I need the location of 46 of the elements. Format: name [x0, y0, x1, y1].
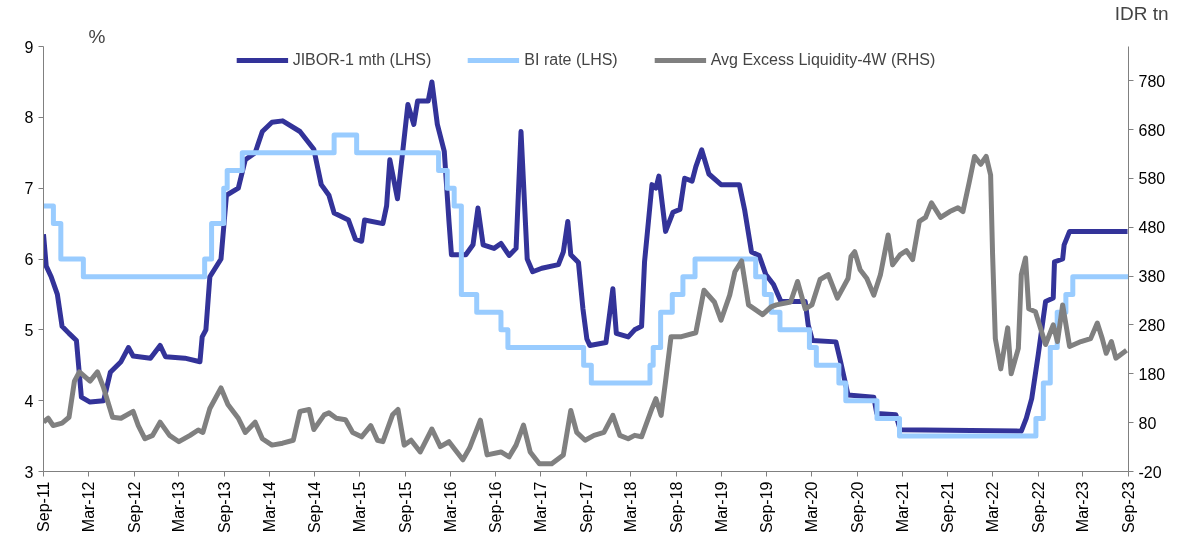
legend-label: JIBOR-1 mth (LHS)	[292, 51, 432, 69]
y-tick-label: 9	[24, 38, 34, 56]
y2-tick-label: 580	[1138, 170, 1166, 188]
x-tick-label: Sep-14	[306, 481, 324, 534]
x-tick-label: Mar-17	[532, 481, 550, 533]
x-tick-label: Sep-13	[215, 481, 233, 534]
x-tick-label: Mar-12	[80, 481, 98, 533]
x-tick-label: Sep-16	[487, 481, 505, 534]
y2-axis-title: IDR tn	[1114, 2, 1169, 24]
x-tick-label: Sep-17	[577, 481, 595, 534]
y2-tick-label: 680	[1138, 121, 1166, 139]
x-tick-label: Mar-23	[1074, 481, 1092, 533]
x-tick-label: Sep-18	[667, 481, 685, 534]
x-tick-label: Mar-20	[803, 481, 821, 533]
x-tick-label: Sep-20	[848, 481, 866, 534]
y-tick-label: 5	[24, 321, 34, 339]
x-tick-label: Sep-11	[35, 481, 52, 532]
x-tick-label: Sep-22	[1029, 481, 1047, 534]
legend-label: Avg Excess Liquidity-4W (RHS)	[710, 51, 936, 69]
y2-tick-label: 80	[1138, 414, 1157, 432]
x-tick-label: Mar-14	[260, 481, 278, 533]
y-tick-label: 3	[24, 463, 34, 481]
x-tick-label: Sep-19	[758, 481, 776, 534]
y-tick-label: 7	[24, 180, 34, 198]
y-tick-label: 6	[24, 251, 34, 268]
x-tick-label: Mar-13	[170, 481, 188, 533]
x-tick-label: Sep-21	[939, 481, 957, 534]
y-tick-label: 4	[24, 392, 34, 410]
legend-label: BI rate (LHS)	[524, 51, 618, 69]
x-tick-label: Mar-19	[712, 481, 730, 533]
y2-tick-label: 780	[1138, 72, 1166, 90]
x-tick-label: Sep-23	[1120, 481, 1137, 534]
y2-tick-label: 280	[1138, 316, 1166, 334]
x-tick-label: Mar-15	[351, 481, 369, 533]
x-tick-label: Mar-22	[984, 481, 1002, 533]
x-tick-label: Mar-16	[441, 481, 459, 533]
y2-tick-label: 480	[1138, 219, 1166, 237]
x-tick-label: Sep-12	[125, 481, 143, 534]
x-tick-label: Mar-18	[622, 481, 640, 533]
y2-tick-label: 180	[1138, 365, 1166, 383]
x-tick-label: Mar-21	[893, 481, 911, 533]
y-tick-label: 8	[24, 109, 34, 127]
x-tick-label: Sep-15	[396, 481, 414, 534]
y-axis-title: %	[88, 25, 106, 47]
y2-tick-label: 380	[1138, 268, 1166, 286]
y2-tick-label: -20	[1138, 463, 1162, 481]
